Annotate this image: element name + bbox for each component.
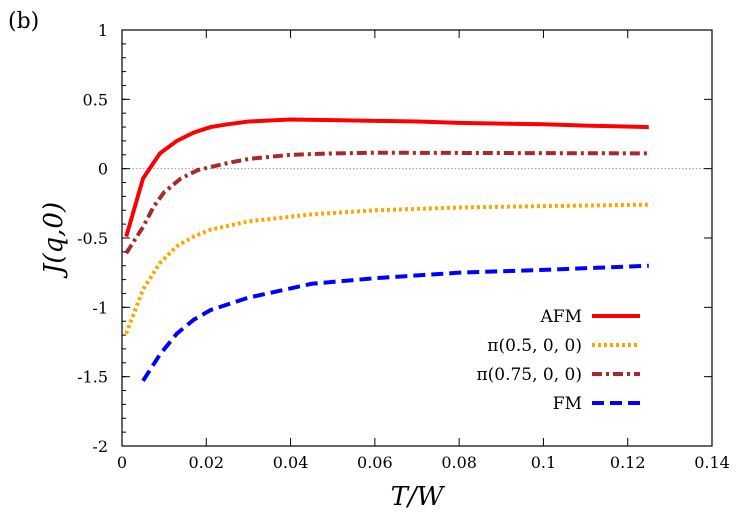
series-line-1 [124, 202, 649, 335]
y-axis-label: J(q,0) [39, 202, 69, 279]
panel-label: (b) [8, 9, 39, 34]
y-tick-label: 0.5 [83, 90, 108, 109]
series-line-2 [124, 150, 649, 255]
x-tick-label: 0.02 [188, 453, 224, 472]
y-tick-label: -1 [92, 298, 108, 317]
series-line-3 [141, 263, 649, 382]
x-tick-label: 0.04 [273, 453, 309, 472]
legend-label: AFM [540, 307, 582, 327]
plot-frame [121, 29, 713, 447]
legend-label: π(0.75, 0, 0) [476, 365, 582, 385]
y-tick-label: 1 [98, 21, 108, 40]
x-tick-label: 0.1 [531, 453, 556, 472]
x-tick-label: 0.14 [694, 453, 730, 472]
y-tick-label: -2 [92, 437, 108, 456]
x-tick-label: 0.12 [610, 453, 646, 472]
legend-label: π(0.5, 0, 0) [487, 336, 582, 356]
y-tick-label: 0 [98, 160, 108, 179]
x-tick-label: 0.08 [441, 453, 477, 472]
x-tick-label: 0 [117, 453, 127, 472]
x-axis-label: T/W [391, 482, 446, 512]
y-tick-label: -1.5 [77, 368, 108, 387]
series-line-0 [124, 117, 649, 238]
x-tick-label: 0.06 [357, 453, 393, 472]
legend-label: FM [553, 394, 582, 414]
y-tick-label: -0.5 [77, 229, 108, 248]
